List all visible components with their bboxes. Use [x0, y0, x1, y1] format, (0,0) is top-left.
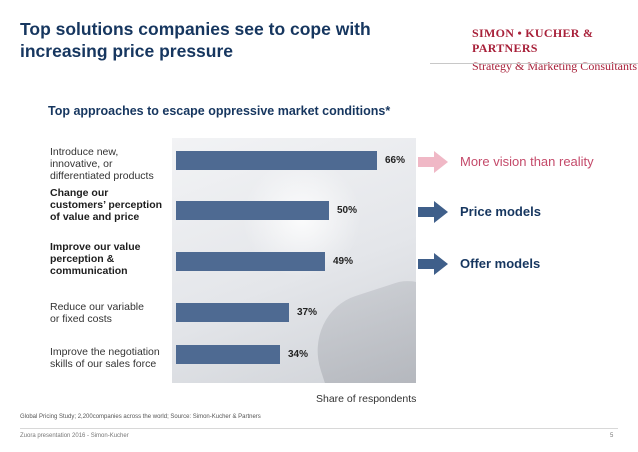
category-label: Improve our value perception & communicati…	[50, 241, 141, 277]
bar	[176, 303, 289, 322]
bar-value-label: 49%	[332, 256, 353, 267]
header-divider	[430, 63, 638, 64]
source-note: Global Pricing Study; 2,200companies acr…	[20, 414, 261, 420]
category-label: Reduce our variable or fixed costs	[50, 301, 144, 325]
bar-value-label: 66%	[384, 155, 405, 166]
bar-value-label: 37%	[296, 307, 317, 318]
bar	[176, 201, 329, 220]
annotation-text: Offer models	[460, 256, 541, 271]
arrow-right-icon	[418, 151, 448, 173]
page-title: Top solutions companies see to cope with…	[20, 19, 371, 61]
category-label: Improve the negotiation skills of our sal…	[50, 346, 160, 370]
x-axis-label: Share of respondents	[316, 393, 417, 405]
footer-divider	[20, 428, 618, 429]
chart-title: Top approaches to escape oppressive mark…	[48, 104, 391, 118]
bar-value-label: 50%	[336, 205, 357, 216]
footer-presentation: Zuora presentation 2016 - Simon-Kucher	[20, 433, 129, 439]
brand-logo: SIMON • KUCHER & PARTNERS Strategy & Mar…	[472, 26, 638, 74]
bar-value-label: 34%	[287, 349, 308, 360]
category-label: Introduce new, innovative, or differentiat…	[50, 146, 154, 182]
page-number: 5	[610, 433, 614, 439]
arrow-right-icon	[418, 201, 448, 223]
annotation-text: More vision than reality	[460, 154, 594, 169]
arrow-right-icon	[418, 253, 448, 275]
bar	[176, 345, 280, 364]
brand-name: SIMON • KUCHER & PARTNERS	[472, 26, 594, 55]
brand-tagline: Strategy & Marketing Consultants	[472, 59, 637, 73]
annotation-text: Price models	[460, 204, 541, 219]
hand-illustration	[302, 270, 416, 383]
bar	[176, 151, 377, 170]
category-label: Change our customers’ perception of value …	[50, 187, 163, 223]
bar	[176, 252, 325, 271]
